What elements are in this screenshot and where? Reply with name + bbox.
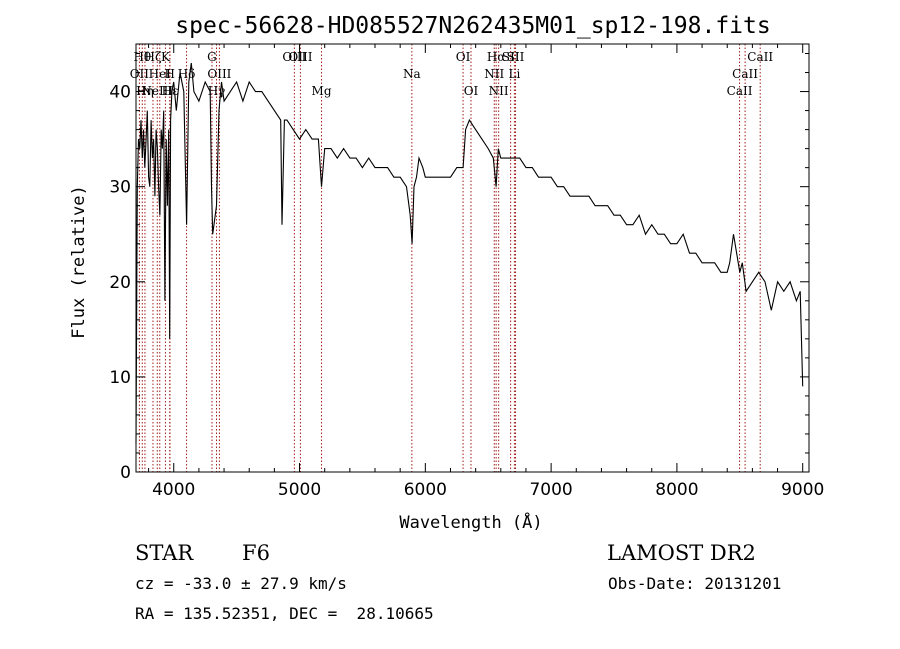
x-tick-label: 6000 (404, 480, 447, 500)
spectral-line-label: K (161, 50, 171, 64)
spectral-line-label: Li (508, 67, 520, 81)
object-class: STAR (135, 541, 194, 565)
object-subclass: F6 (242, 541, 270, 565)
spectral-line-label: HeI (149, 67, 172, 81)
x-tick-label: 5000 (278, 480, 321, 500)
y-tick-label: 20 (109, 273, 131, 293)
spectral-line-label: NeIII (141, 84, 173, 98)
x-tick-label: 4000 (152, 480, 195, 500)
spectral-line-label: OIII (207, 67, 231, 81)
spectral-line-label: Hα (487, 50, 506, 64)
spectral-line-label: CaII (727, 84, 753, 98)
spectral-line-label: OI (464, 84, 479, 98)
y-tick-label: 40 (109, 83, 131, 103)
x-tick-label: 7000 (529, 480, 572, 500)
spectral-line-label: Mg (312, 84, 332, 98)
y-axis-label: Flux (relative) (69, 185, 89, 339)
spectral-line-label: Na (403, 67, 421, 81)
spectral-line-label: OIII (282, 50, 306, 64)
spectral-line-label: Hζ (144, 50, 161, 64)
spectral-line-label: NII (484, 67, 504, 81)
y-tick-label: 0 (120, 463, 131, 483)
spectral-line-label: Hη (136, 84, 154, 98)
x-tick-label: 9000 (781, 480, 824, 500)
spectral-line-markers (138, 44, 761, 472)
x-axis-ticks: 4000 5000 6000 7000 8000 9000 (148, 44, 824, 500)
spectral-line-label: Hε (162, 84, 179, 98)
x-axis-label: Wavelength (Å) (399, 511, 542, 533)
spectral-line-labels: OIIHθHηHζNeIIIHeIKHHεHδGHγOIIIOIIIOIIIMg… (130, 50, 774, 98)
observation-date: Obs-Date: 20131201 (608, 574, 782, 593)
spectral-line-label: H (164, 67, 174, 81)
spectral-line-label: CaII (732, 67, 758, 81)
spectral-line-label: NII (489, 84, 509, 98)
spectral-line-label: SII (507, 50, 525, 64)
y-tick-label: 10 (109, 368, 131, 388)
spectral-line-label: SII (502, 50, 520, 64)
spectrum-series-line (135, 62, 804, 444)
y-axis-ticks: 0 10 20 30 40 (109, 53, 809, 483)
spectral-line-label: OIII (288, 50, 312, 64)
spectral-line-label: OII (130, 67, 150, 81)
chart-title: spec-56628-HD085527N262435M01_sp12-198.f… (175, 13, 770, 39)
redshift-cz: cz = -33.0 ± 27.9 km/s (135, 574, 347, 593)
spectral-line-label: G (207, 50, 217, 64)
x-tick-label: 8000 (655, 480, 698, 500)
spectral-line-label: OI (456, 50, 471, 64)
plot-frame (135, 43, 810, 473)
survey-name: LAMOST DR2 (607, 541, 756, 565)
spectral-line-label: CaII (747, 50, 773, 64)
y-tick-label: 30 (109, 178, 131, 198)
spectral-line-label: Hδ (178, 67, 196, 81)
sky-coordinates: RA = 135.52351, DEC = 28.10665 (135, 604, 434, 623)
